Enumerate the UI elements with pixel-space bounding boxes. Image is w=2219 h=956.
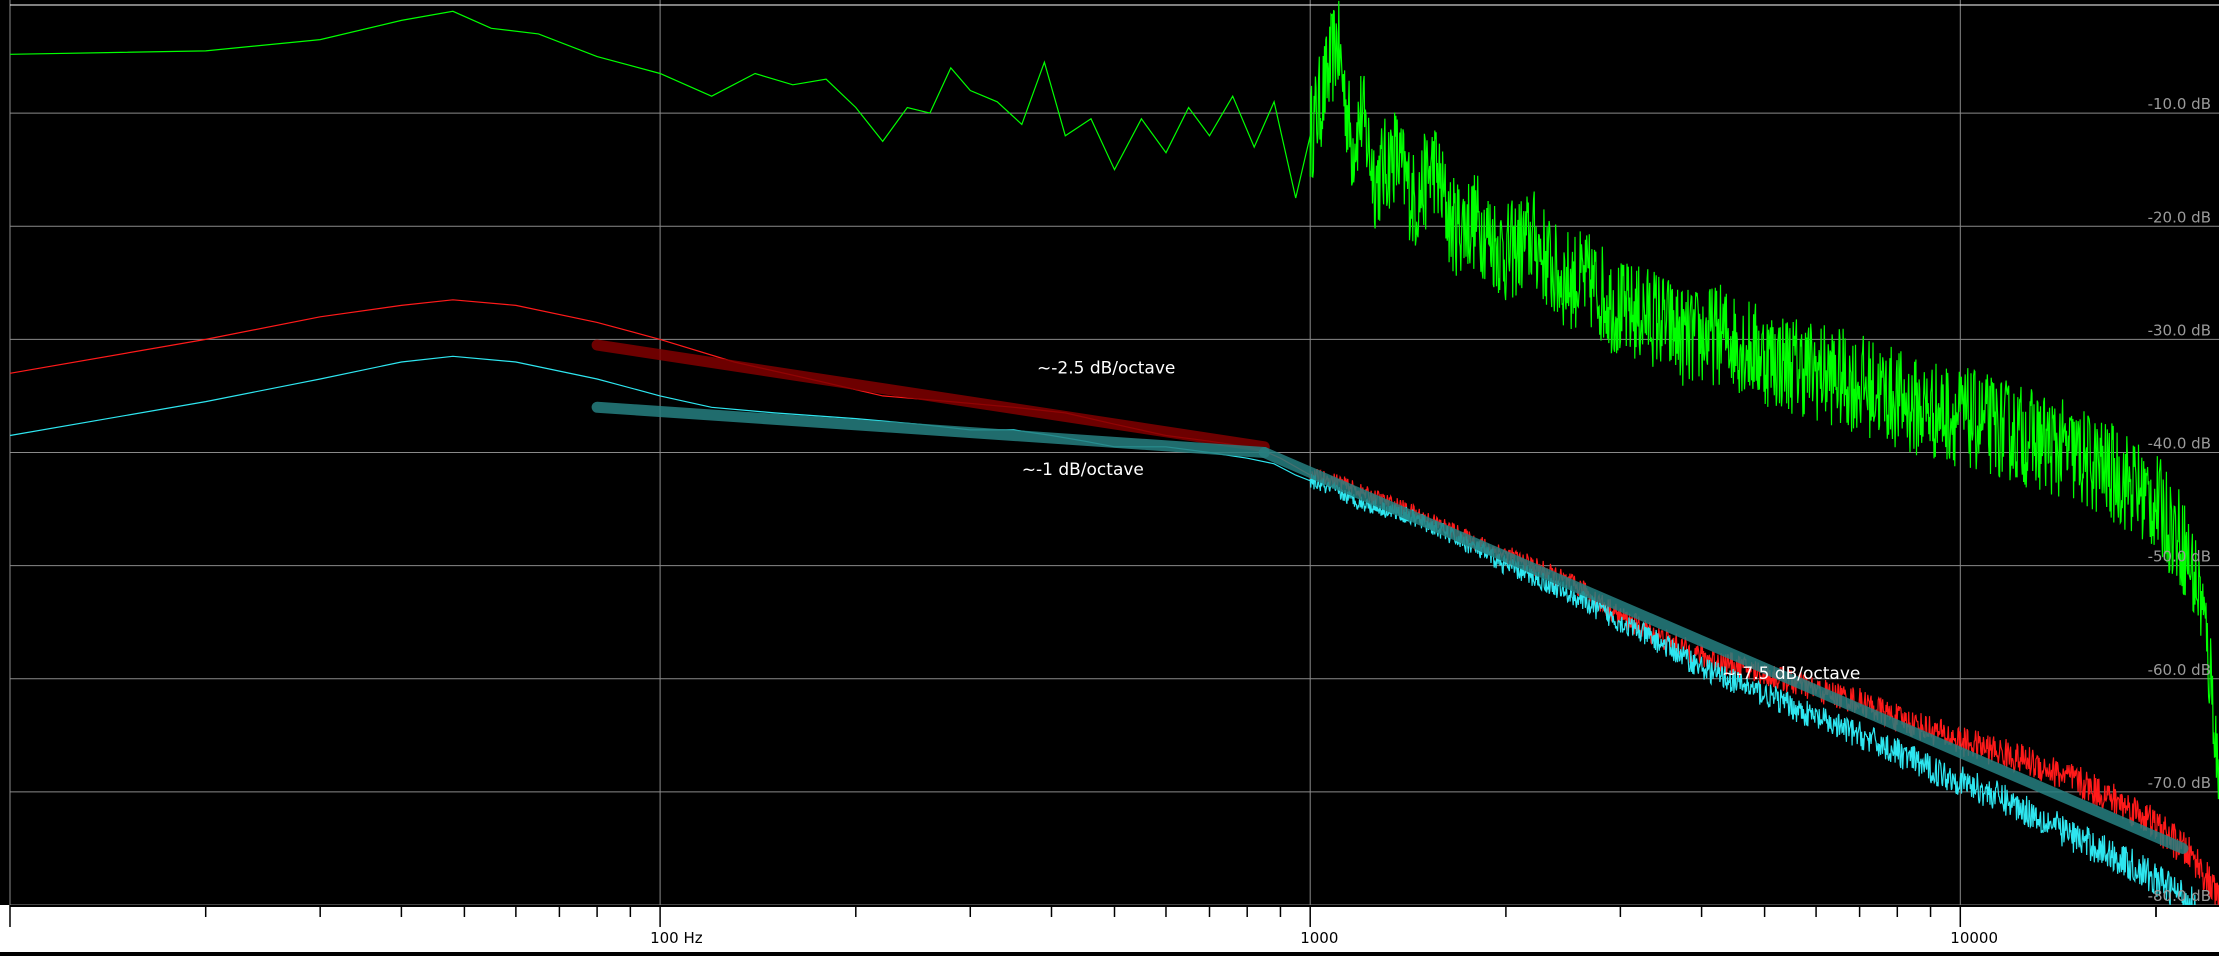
annotation-0: ~-2.5 dB/octave <box>1037 358 1175 378</box>
y-tick-label: -70.0 dB <box>2148 774 2211 792</box>
series-line-cyan <box>9 355 2197 922</box>
fit-line-cyan_fit_low <box>591 401 1270 458</box>
y-tick-label: -30.0 dB <box>2148 321 2211 339</box>
y-tick-labels: -10.0 dB -20.0 dB -30.0 dB -40.0 dB -50.0 dB… <box>2148 95 2211 905</box>
annotation-1: ~-1 dB/octave <box>1022 460 1144 480</box>
fit-line-cyan_fit_high <box>1258 447 2189 854</box>
y-tick-label: -80.0 dB <box>2148 887 2211 905</box>
y-tick-label: -50.0 dB <box>2148 548 2211 566</box>
annotation-2: ~-7.5 dB/octave <box>1722 664 1860 684</box>
y-tick-label: -60.0 dB <box>2148 661 2211 679</box>
x-axis-ruler[interactable]: 100 Hz 1000 10000 <box>0 905 2219 952</box>
series-line-green <box>9 0 2219 800</box>
x-tick-label: 1000 <box>1300 929 1338 947</box>
y-tick-label: -10.0 dB <box>2148 95 2211 113</box>
x-tick-label: 10000 <box>1950 929 1998 947</box>
x-axis-panel[interactable] <box>0 905 2219 952</box>
y-tick-label: -40.0 dB <box>2148 435 2211 453</box>
y-tick-label: -20.0 dB <box>2148 208 2211 226</box>
annotations-group: ~-2.5 dB/octave ~-1 dB/octave ~-7.5 dB/oct… <box>1022 358 1861 683</box>
x-tick-label: 100 Hz <box>650 929 703 947</box>
fit-lines-group <box>591 339 2189 854</box>
fit-line-red_fit <box>591 339 1270 453</box>
